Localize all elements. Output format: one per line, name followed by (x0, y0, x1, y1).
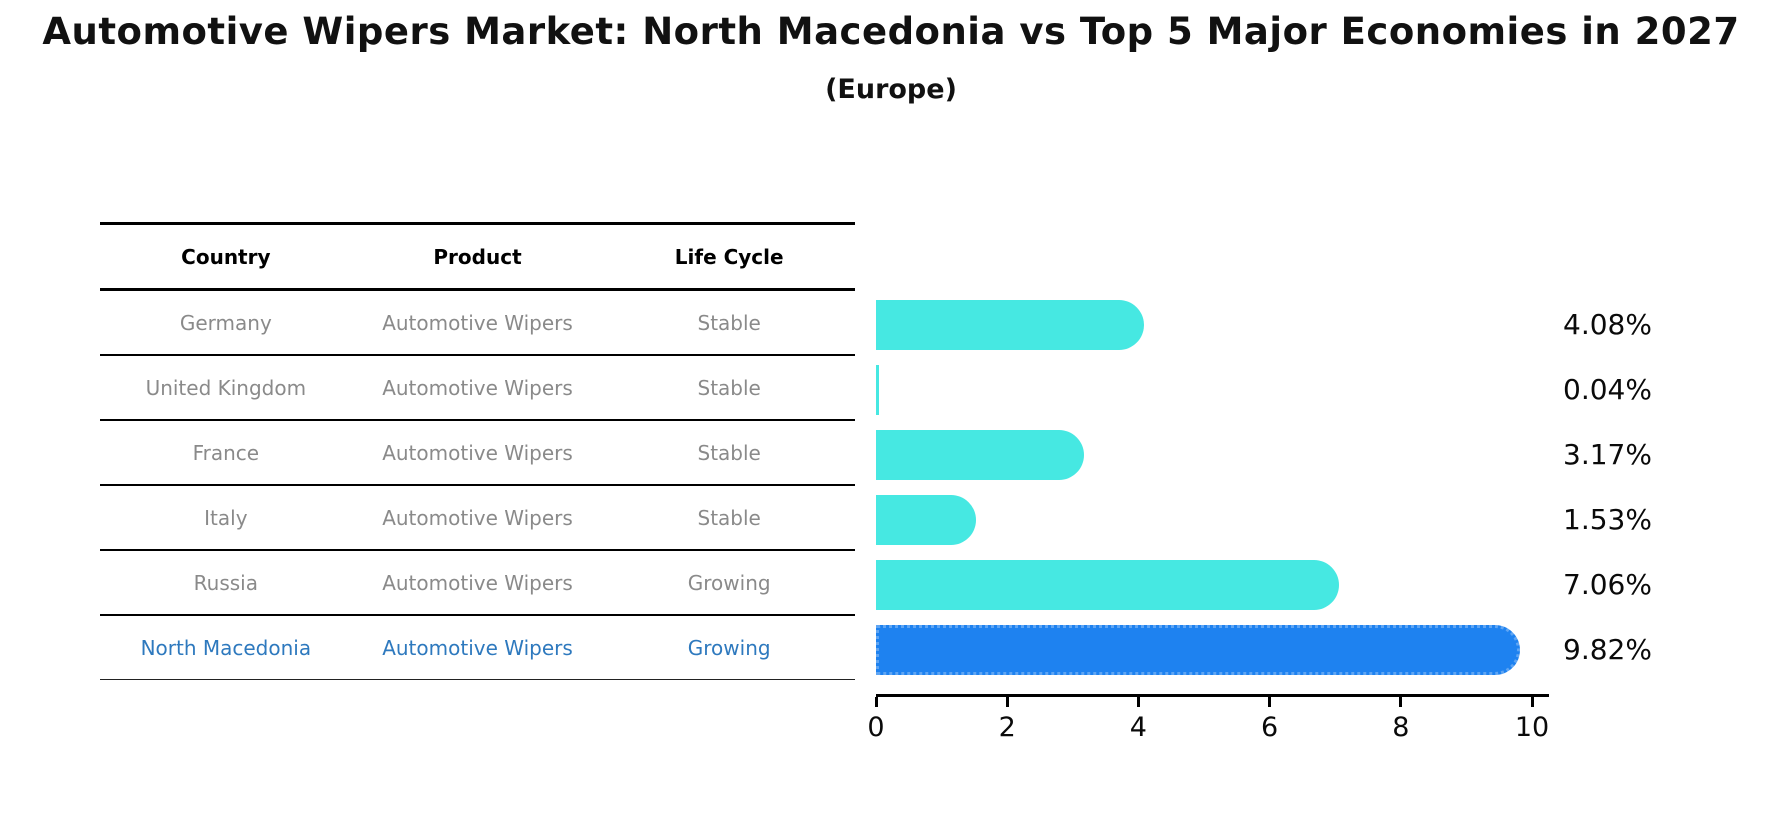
table-row: Russia Automotive Wipers Growing (100, 551, 855, 616)
x-axis-tick (1005, 697, 1009, 707)
product-cell: Automotive Wipers (382, 505, 573, 530)
product-cell: Automotive Wipers (382, 375, 573, 400)
product-cell: Automotive Wipers (382, 570, 573, 595)
x-axis-tick-label: 4 (1129, 712, 1147, 743)
country-cell: North Macedonia (140, 635, 312, 660)
life-cycle-cell: Stable (697, 375, 761, 400)
life-cycle-cell: Growing (687, 570, 771, 595)
x-axis-tick (1530, 697, 1534, 707)
life-cycle-cell: Stable (697, 440, 761, 465)
x-axis-tick-label: 0 (867, 712, 885, 743)
table-row: United Kingdom Automotive Wipers Stable (100, 356, 855, 421)
x-axis-tick-label: 2 (998, 712, 1016, 743)
bar-france (876, 430, 1084, 480)
product-cell: Automotive Wipers (382, 310, 573, 335)
page-title: Automotive Wipers Market: North Macedoni… (42, 10, 1740, 53)
x-axis-tick (1136, 697, 1140, 707)
bar-north-macedonia (876, 625, 1520, 675)
value-label: 7.06% (1563, 568, 1652, 601)
x-axis-tick-label: 10 (1514, 712, 1550, 743)
bar-united-kingdom (876, 365, 879, 415)
value-label: 3.17% (1563, 438, 1652, 471)
bar-italy (876, 495, 976, 545)
value-label: 9.82% (1563, 633, 1652, 666)
country-cell: United Kingdom (145, 375, 307, 400)
x-axis-tick-label: 6 (1261, 712, 1279, 743)
bar-germany (876, 300, 1144, 350)
country-cell: Italy (204, 505, 248, 530)
product-cell: Automotive Wipers (382, 635, 573, 660)
life-cycle-cell: Stable (697, 310, 761, 335)
table-row: Germany Automotive Wipers Stable (100, 291, 855, 356)
x-axis-tick (1268, 697, 1272, 707)
country-cell: Germany (179, 310, 272, 335)
value-label: 4.08% (1563, 308, 1652, 341)
column-header-country: Country (181, 244, 271, 269)
life-cycle-cell: Growing (687, 635, 771, 660)
table-row: France Automotive Wipers Stable (100, 421, 855, 486)
product-cell: Automotive Wipers (382, 440, 573, 465)
country-table: Country Product Life Cycle Germany Automoti… (100, 222, 855, 680)
life-cycle-cell: Stable (697, 505, 761, 530)
value-label: 0.04% (1563, 373, 1652, 406)
column-header-life-cycle: Life Cycle (674, 244, 784, 269)
x-axis-line (876, 694, 1549, 697)
table-row: Italy Automotive Wipers Stable (100, 486, 855, 551)
table-row: North Macedonia Automotive Wipers Growing (100, 616, 855, 679)
country-cell: Russia (193, 570, 258, 595)
page-subtitle: (Europe) (825, 74, 957, 105)
x-axis-tick (1399, 697, 1403, 707)
x-axis-tick (874, 697, 878, 707)
country-cell: France (192, 440, 260, 465)
value-label: 1.53% (1563, 503, 1652, 536)
bar-russia (876, 560, 1339, 610)
x-axis-tick-label: 8 (1392, 712, 1410, 743)
table-header-row: Country Product Life Cycle (100, 225, 855, 291)
column-header-product: Product (433, 244, 522, 269)
